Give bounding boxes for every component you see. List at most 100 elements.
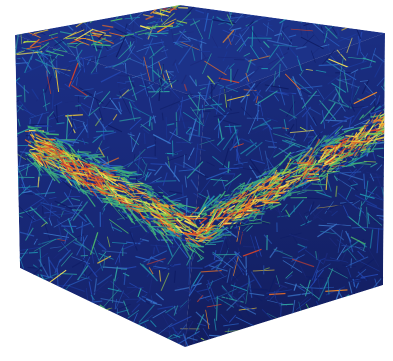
fiber (43, 22, 48, 25)
fiber (38, 177, 39, 188)
fiber (293, 326, 304, 332)
fiber (24, 336, 36, 353)
fiber (384, 175, 390, 199)
fiber (12, 135, 15, 143)
fiber (13, 327, 22, 336)
fiber (384, 287, 388, 294)
fiber (312, 308, 319, 322)
fiber (128, 0, 144, 4)
fiber (59, 309, 73, 318)
fiber (308, 11, 333, 18)
fiber (86, 318, 95, 325)
fiber (105, 6, 122, 16)
fiber (35, 315, 44, 318)
fiber (376, 316, 393, 319)
fiber-volume-render (0, 0, 393, 361)
fiber (138, 6, 163, 8)
fiber (46, 24, 53, 26)
fiber (153, 337, 161, 354)
fiber (31, 25, 35, 30)
fiber (359, 312, 361, 325)
fiber (40, 317, 54, 324)
fiber (109, 330, 128, 333)
fiber (382, 286, 393, 301)
fiber (4, 279, 10, 300)
fiber (121, 333, 140, 344)
fiber (93, 8, 109, 9)
fiber (46, 131, 55, 132)
fiber (375, 334, 387, 348)
fiber (16, 212, 18, 234)
fiber (337, 324, 345, 335)
fiber (36, 299, 48, 304)
fiber (341, 307, 347, 316)
fiber (41, 331, 50, 332)
fiber (357, 310, 372, 320)
fiber (150, 0, 161, 2)
fiber (85, 302, 89, 321)
fiber (9, 287, 15, 298)
fiber (317, 326, 339, 329)
fiber (154, 223, 160, 224)
fiber (116, 5, 128, 10)
fiber (145, 33, 168, 34)
fiber (343, 298, 357, 314)
fiber (26, 277, 32, 280)
fiber (114, 0, 122, 3)
fiber (324, 321, 344, 330)
fiber (65, 324, 85, 336)
fiber (214, 349, 231, 361)
fiber (46, 348, 56, 357)
fiber (359, 346, 361, 356)
fiber (89, 11, 97, 14)
fiber (95, 14, 103, 17)
fiber (338, 337, 345, 349)
fiber (370, 303, 381, 304)
fiber (344, 307, 350, 319)
fiber (87, 5, 95, 11)
fiber (295, 319, 296, 325)
fiber (71, 340, 76, 350)
fiber (148, 337, 153, 350)
fiber (162, 349, 180, 356)
fiber (312, 318, 318, 331)
fiber (336, 14, 350, 21)
fiber (361, 13, 370, 25)
fiber (29, 252, 38, 253)
fiber (102, 338, 108, 361)
fiber (39, 293, 40, 313)
fiber (321, 336, 325, 346)
fiber (346, 302, 371, 306)
fiber (91, 308, 111, 321)
fiber (32, 331, 47, 333)
fiber (116, 204, 124, 205)
fiber (270, 333, 289, 337)
fiber (329, 303, 353, 305)
fiber (62, 17, 66, 20)
fiber (311, 334, 321, 335)
fiber (383, 108, 393, 110)
fiber (264, 320, 271, 335)
fiber (12, 341, 24, 351)
fiber (71, 336, 80, 358)
fiber (0, 347, 14, 360)
fiber (142, 3, 147, 4)
fiber (355, 346, 375, 358)
fiber (363, 298, 370, 312)
fiber (0, 79, 15, 87)
fiber (262, 7, 271, 18)
fiber (40, 19, 58, 20)
fiber (100, 312, 107, 336)
fiber (20, 296, 26, 318)
fiber (305, 315, 322, 316)
fiber (131, 1, 143, 6)
fiber (6, 20, 17, 33)
fiber (132, 0, 147, 12)
fiber (306, 341, 326, 355)
fiber (83, 309, 95, 314)
fiber (19, 294, 38, 297)
fiber (157, 350, 161, 359)
fiber (331, 324, 341, 330)
fiber (372, 317, 382, 322)
fiber (59, 322, 67, 324)
